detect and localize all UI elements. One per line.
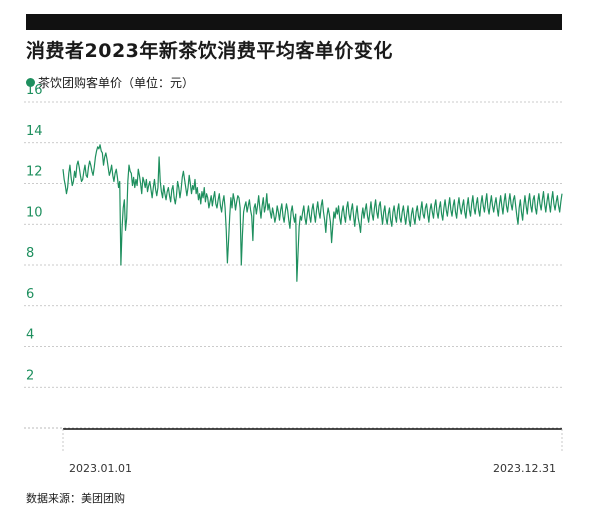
y-tick-label: 8 xyxy=(26,246,34,261)
y-tick-label: 16 xyxy=(26,83,43,98)
x-axis xyxy=(24,427,563,452)
x-tick-label-start: 2023.01.01 xyxy=(69,462,132,475)
chart-title: 消费者2023年新茶饮消费平均客单价变化 xyxy=(26,40,393,62)
y-tick-label: 14 xyxy=(26,124,43,139)
series-layer xyxy=(62,144,563,282)
y-tick-label: 2 xyxy=(26,368,34,383)
y-axis-ticks: 2 4 6 8 10 12 14 16 xyxy=(26,83,43,383)
data-source-note: 数据来源：美团团购 xyxy=(26,492,125,505)
x-tick-label-end: 2023.12.31 xyxy=(493,462,556,475)
legend-label: 茶饮团购客单价（单位：元） xyxy=(38,76,195,90)
top-accent-bar xyxy=(26,14,562,30)
y-tick-label: 4 xyxy=(26,328,34,343)
legend-marker-icon xyxy=(26,78,35,87)
y-tick-label: 12 xyxy=(26,165,43,180)
grid-lines xyxy=(24,101,562,388)
y-tick-label: 6 xyxy=(26,287,34,302)
y-tick-label: 10 xyxy=(26,205,43,220)
series-line xyxy=(62,144,563,282)
legend: 茶饮团购客单价（单位：元） xyxy=(26,74,194,91)
x-axis-ticks: 2023.01.01 2023.12.31 xyxy=(69,462,556,475)
